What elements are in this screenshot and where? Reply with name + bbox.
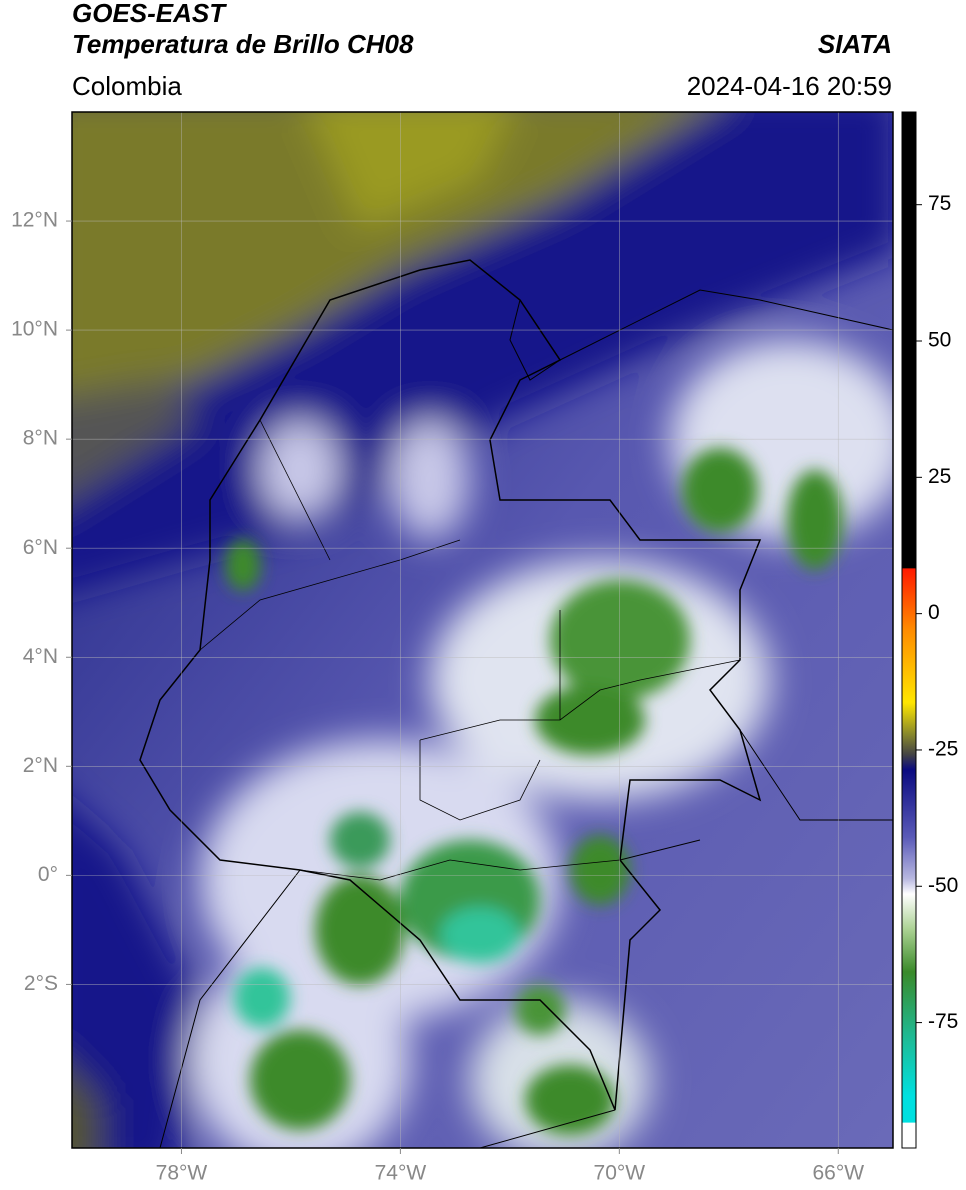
colorbar-tick-label: -25 — [928, 738, 958, 761]
lat-tick-label: 6°N — [23, 536, 58, 559]
lat-tick-label: 8°N — [23, 427, 58, 450]
map-frame — [71, 111, 894, 1149]
lat-tick-label: 12°N — [11, 209, 58, 232]
lat-tick-label: 10°N — [11, 318, 58, 341]
colorbar-tick-label: 50 — [928, 329, 951, 352]
lon-tick-label: 66°W — [812, 1162, 864, 1185]
lat-tick-label: 2°S — [24, 972, 58, 995]
subtitle: Temperatura de Brillo CH08 — [72, 29, 414, 59]
satellite-image — [72, 112, 893, 1148]
colorbar-tick-label: -50 — [928, 874, 958, 897]
title: GOES-EAST — [72, 0, 227, 28]
lat-tick-label: 0° — [38, 863, 58, 886]
lat-tick-label: 4°N — [23, 645, 58, 668]
colorbar-tick-label: 0 — [928, 601, 940, 624]
datetime: 2024-04-16 20:59 — [687, 71, 892, 101]
colorbar-tick-label: 25 — [928, 465, 951, 488]
lon-tick-label: 70°W — [594, 1162, 646, 1185]
colorbar — [901, 111, 917, 1149]
lon-tick-label: 74°W — [375, 1162, 427, 1185]
colorbar-tick-label: -75 — [928, 1010, 958, 1033]
lat-tick-label: 2°N — [23, 754, 58, 777]
source: SIATA — [818, 29, 892, 59]
colorbar-tick-label: 75 — [928, 192, 951, 215]
lon-tick-label: 78°W — [156, 1162, 208, 1185]
region: Colombia — [72, 71, 182, 101]
